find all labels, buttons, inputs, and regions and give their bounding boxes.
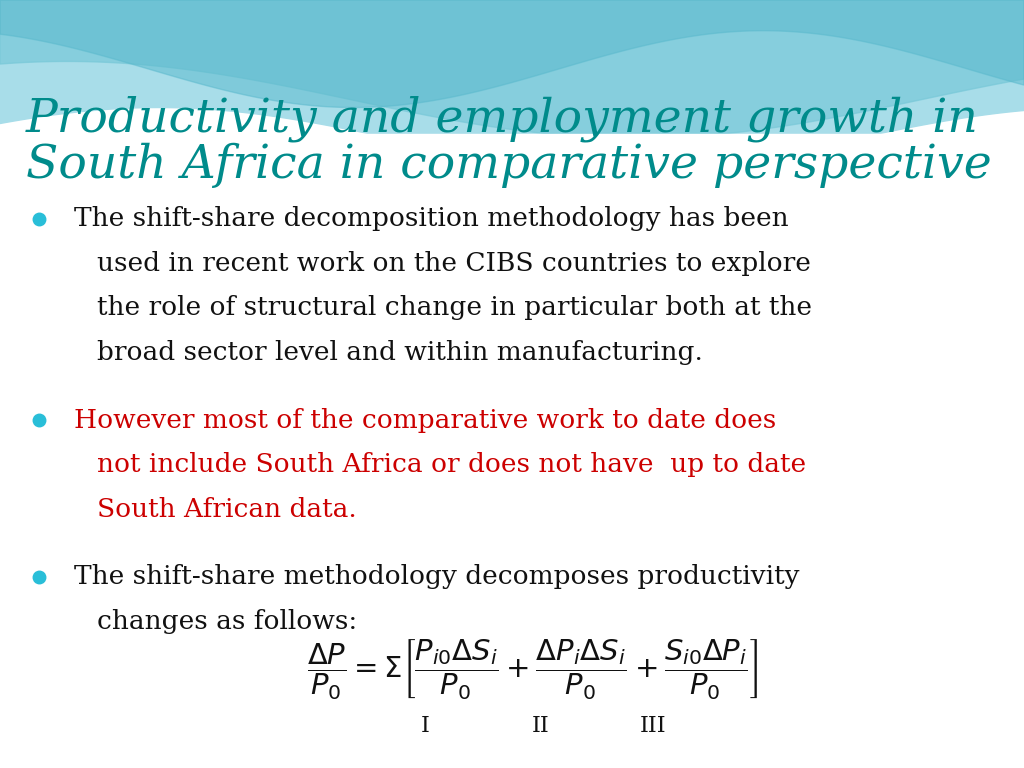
Text: changes as follows:: changes as follows: [97, 609, 357, 634]
Text: the role of structural change in particular both at the: the role of structural change in particu… [97, 296, 812, 320]
Text: not include South Africa or does not have  up to date: not include South Africa or does not hav… [97, 452, 807, 477]
Text: used in recent work on the CIBS countries to explore: used in recent work on the CIBS countrie… [97, 251, 811, 276]
Text: III: III [640, 715, 667, 737]
Text: broad sector level and within manufacturing.: broad sector level and within manufactur… [97, 340, 703, 365]
Text: The shift-share methodology decomposes productivity: The shift-share methodology decomposes p… [74, 564, 799, 589]
Text: South Africa in comparative perspective: South Africa in comparative perspective [26, 143, 991, 187]
Text: South African data.: South African data. [97, 497, 357, 521]
Text: II: II [531, 715, 550, 737]
Text: However most of the comparative work to date does: However most of the comparative work to … [74, 408, 776, 432]
Text: $\dfrac{\Delta P}{P_0} = \Sigma \left[ \dfrac{P_{i0}\Delta S_i}{P_0} + \dfrac{\D: $\dfrac{\Delta P}{P_0} = \Sigma \left[ \… [307, 637, 758, 702]
Text: Productivity and employment growth in: Productivity and employment growth in [26, 96, 978, 142]
Text: The shift-share decomposition methodology has been: The shift-share decomposition methodolog… [74, 207, 788, 231]
Text: I: I [421, 715, 429, 737]
